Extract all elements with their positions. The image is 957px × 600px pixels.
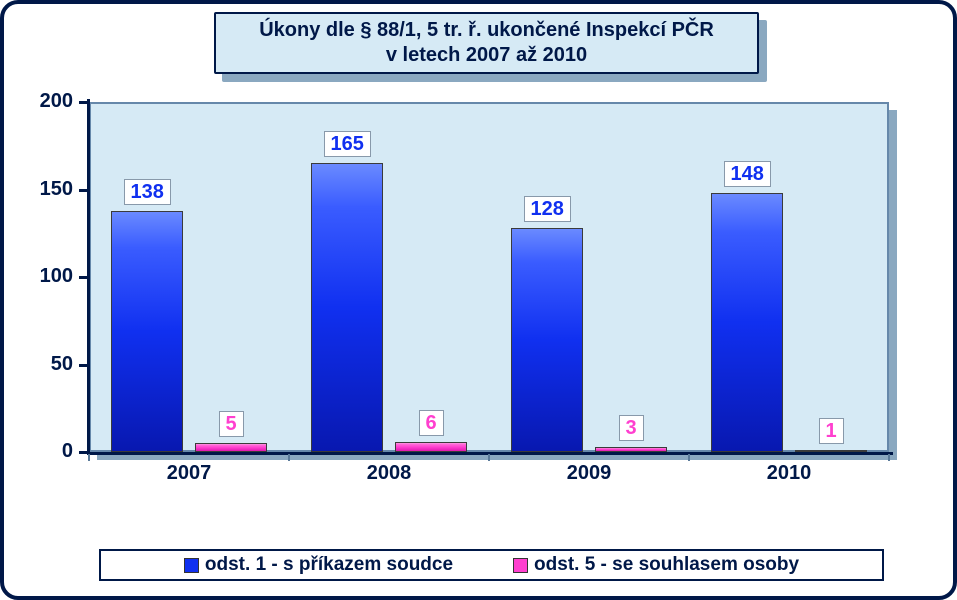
bar-value-label: 148	[724, 161, 771, 187]
bar-value-label: 6	[419, 410, 444, 436]
bar	[711, 193, 783, 452]
bar-value-label: 1	[819, 418, 844, 444]
y-tick-label: 0	[4, 440, 73, 463]
x-tick-mark	[688, 454, 690, 461]
bar-value-label: 3	[619, 415, 644, 441]
x-tick-mark	[488, 454, 490, 461]
y-tick-label: 50	[4, 353, 73, 376]
bar-value-label: 165	[324, 131, 371, 157]
bar	[595, 447, 667, 452]
title-line-2: v letech 2007 až 2010	[234, 43, 739, 68]
bar	[195, 443, 267, 452]
y-tick-mark	[79, 101, 89, 104]
x-axis-line	[87, 452, 893, 455]
x-tick-mark	[88, 454, 90, 461]
chart-title-box: Úkony dle § 88/1, 5 tr. ř. ukončené Insp…	[214, 12, 759, 74]
legend-item-0: odst. 1 - s příkazem soudce	[184, 554, 453, 576]
bar	[795, 450, 867, 452]
y-tick-label: 200	[4, 90, 73, 113]
y-tick-label: 100	[4, 265, 73, 288]
y-tick-label: 150	[4, 178, 73, 201]
legend-label-0: odst. 1 - s příkazem soudce	[205, 554, 453, 576]
legend-item-1: odst. 5 - se souhlasem osoby	[513, 554, 799, 576]
legend-swatch-0	[184, 558, 199, 573]
legend-label-1: odst. 5 - se souhlasem osoby	[534, 554, 799, 576]
x-tick-label: 2009	[539, 462, 639, 485]
bar	[395, 442, 467, 453]
bar	[111, 211, 183, 453]
y-tick-mark	[79, 189, 89, 192]
x-tick-label: 2010	[739, 462, 839, 485]
legend: odst. 1 - s příkazem soudce odst. 5 - se…	[99, 549, 884, 581]
title-line-1: Úkony dle § 88/1, 5 tr. ř. ukončené Insp…	[234, 18, 739, 43]
x-tick-mark	[288, 454, 290, 461]
bar-value-label: 128	[524, 196, 571, 222]
y-tick-mark	[79, 364, 89, 367]
chart-frame: Úkony dle § 88/1, 5 tr. ř. ukončené Insp…	[0, 0, 957, 600]
bar-value-label: 138	[124, 179, 171, 205]
x-tick-label: 2007	[139, 462, 239, 485]
x-tick-label: 2008	[339, 462, 439, 485]
y-tick-mark	[79, 276, 89, 279]
bar-value-label: 5	[219, 411, 244, 437]
legend-swatch-1	[513, 558, 528, 573]
bar	[511, 228, 583, 452]
x-tick-mark	[888, 454, 890, 461]
bar	[311, 163, 383, 452]
